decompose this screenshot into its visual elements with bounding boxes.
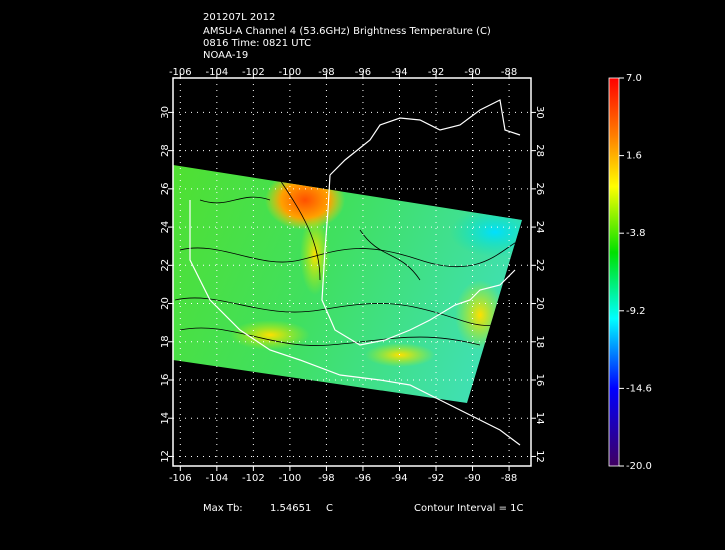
- x-tick-label: -100: [279, 473, 302, 484]
- header-line: AMSU-A Channel 4 (53.6GHz) Brightness Te…: [203, 26, 491, 37]
- y-tick-label: 22: [160, 259, 171, 272]
- map-frame: [172, 77, 532, 467]
- x-tick-label: -90: [464, 473, 480, 484]
- colorbar-label: -20.0: [626, 461, 652, 472]
- y-tick-label: 26: [534, 182, 545, 195]
- y-tick-label: 30: [160, 106, 171, 119]
- x-tick-label: -102: [242, 67, 265, 78]
- y-tick-label: 24: [160, 221, 171, 234]
- y-tick-label: 26: [160, 182, 171, 195]
- y-tick-label: 28: [534, 144, 545, 157]
- y-tick-label: 12: [534, 450, 545, 463]
- x-tick-label: -94: [391, 473, 407, 484]
- x-tick-label: -100: [279, 67, 302, 78]
- header-line: NOAA-19: [203, 50, 248, 61]
- x-tick-label: -92: [428, 67, 444, 78]
- swath: [173, 165, 522, 403]
- colorbar-label: -9.2: [626, 306, 646, 317]
- footer-value: 1.54651: [270, 503, 311, 514]
- x-tick-label: -104: [205, 473, 228, 484]
- x-tick-label: -88: [501, 473, 517, 484]
- x-tick-label: -102: [242, 473, 265, 484]
- header-line: 0816 Time: 0821 UTC: [203, 38, 311, 49]
- y-tick-label: 20: [534, 297, 545, 310]
- y-tick-label: 24: [534, 221, 545, 234]
- x-tick-label: -106: [169, 67, 192, 78]
- x-tick-label: -96: [355, 67, 371, 78]
- footer-label: Max Tb:: [203, 503, 243, 514]
- x-tick-label: -104: [205, 67, 228, 78]
- x-tick-label: -98: [318, 473, 334, 484]
- y-tick-label: 14: [534, 412, 545, 425]
- colorbar-label: -14.6: [626, 383, 652, 394]
- x-tick-label: -88: [501, 67, 517, 78]
- coastline: [189, 99, 521, 446]
- footer-contour: Contour Interval = 1C: [414, 503, 524, 514]
- y-tick-label: 14: [160, 412, 171, 425]
- x-tick-label: -90: [464, 67, 480, 78]
- y-tick-label: 20: [160, 297, 171, 310]
- x-tick-label: -94: [391, 67, 407, 78]
- y-tick-label: 18: [534, 335, 545, 348]
- y-tick-label: 16: [160, 374, 171, 387]
- y-tick-label: 18: [160, 335, 171, 348]
- header-line: 201207L 2012: [203, 12, 275, 23]
- y-tick-label: 16: [534, 374, 545, 387]
- colorbar-label: -3.8: [626, 228, 646, 239]
- x-tick-label: -98: [318, 67, 334, 78]
- colorbar-label: 7.0: [626, 73, 642, 84]
- x-tick-label: -96: [355, 473, 371, 484]
- y-tick-label: 22: [534, 259, 545, 272]
- y-tick-label: 28: [160, 144, 171, 157]
- colorbar: [608, 77, 620, 467]
- x-tick-label: -92: [428, 473, 444, 484]
- y-tick-label: 12: [160, 450, 171, 463]
- colorbar-label: 1.6: [626, 151, 642, 162]
- x-tick-label: -106: [169, 473, 192, 484]
- footer-unit: C: [326, 503, 333, 514]
- y-tick-label: 30: [534, 106, 545, 119]
